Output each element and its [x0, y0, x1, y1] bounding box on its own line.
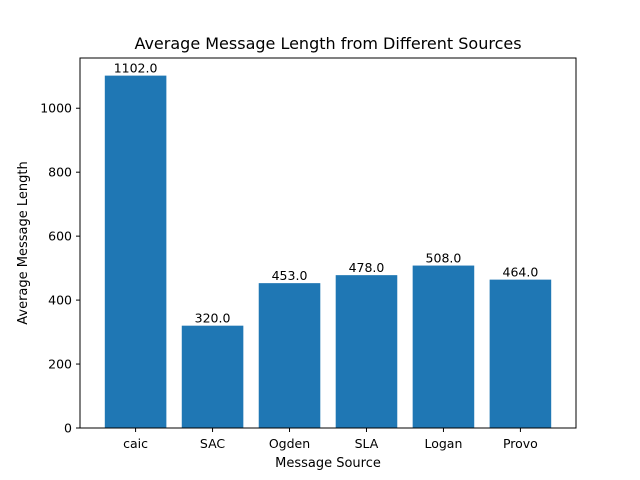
- chart-title: Average Message Length from Different So…: [134, 34, 521, 53]
- y-tick-label: 1000: [40, 101, 72, 116]
- y-ticks-group: 0 200 400 600 800 1000: [40, 101, 80, 436]
- bar-value-label: 508.0: [426, 251, 462, 266]
- y-tick-label: 800: [48, 165, 72, 180]
- y-axis-label: Average Message Length: [16, 161, 31, 324]
- bar-value-label: 1102.0: [114, 61, 158, 76]
- x-tick-label: Ogden: [269, 436, 310, 451]
- bar-sac: [181, 325, 244, 428]
- x-tick-label: Provo: [503, 436, 538, 451]
- bar-value-label: 320.0: [195, 311, 231, 326]
- bar-provo: [489, 279, 552, 428]
- bar-value-label: 453.0: [272, 268, 308, 283]
- x-tick-label: SAC: [200, 436, 225, 451]
- bar-logan: [412, 265, 475, 428]
- y-tick-label: 600: [48, 229, 72, 244]
- bar-sla: [335, 275, 398, 428]
- x-axis-label: Message Source: [275, 456, 381, 471]
- y-tick-label: 400: [48, 293, 72, 308]
- x-ticks-group: caic SAC Ogden SLA Logan Provo: [123, 428, 538, 451]
- x-tick-label: caic: [123, 436, 148, 451]
- plot-frame: [79, 57, 577, 429]
- bar-caic: [104, 75, 167, 428]
- x-tick-label: Logan: [424, 436, 462, 451]
- x-tick-label: SLA: [355, 436, 379, 451]
- y-tick-label: 0: [64, 421, 72, 436]
- bar-ogden: [258, 283, 321, 428]
- bars-group: [104, 75, 552, 428]
- bar-value-label: 464.0: [503, 265, 539, 280]
- data-labels-group: 1102.0 320.0 453.0 478.0 508.0 464.0: [114, 61, 539, 326]
- y-tick-label: 200: [48, 357, 72, 372]
- bar-value-label: 478.0: [349, 260, 385, 275]
